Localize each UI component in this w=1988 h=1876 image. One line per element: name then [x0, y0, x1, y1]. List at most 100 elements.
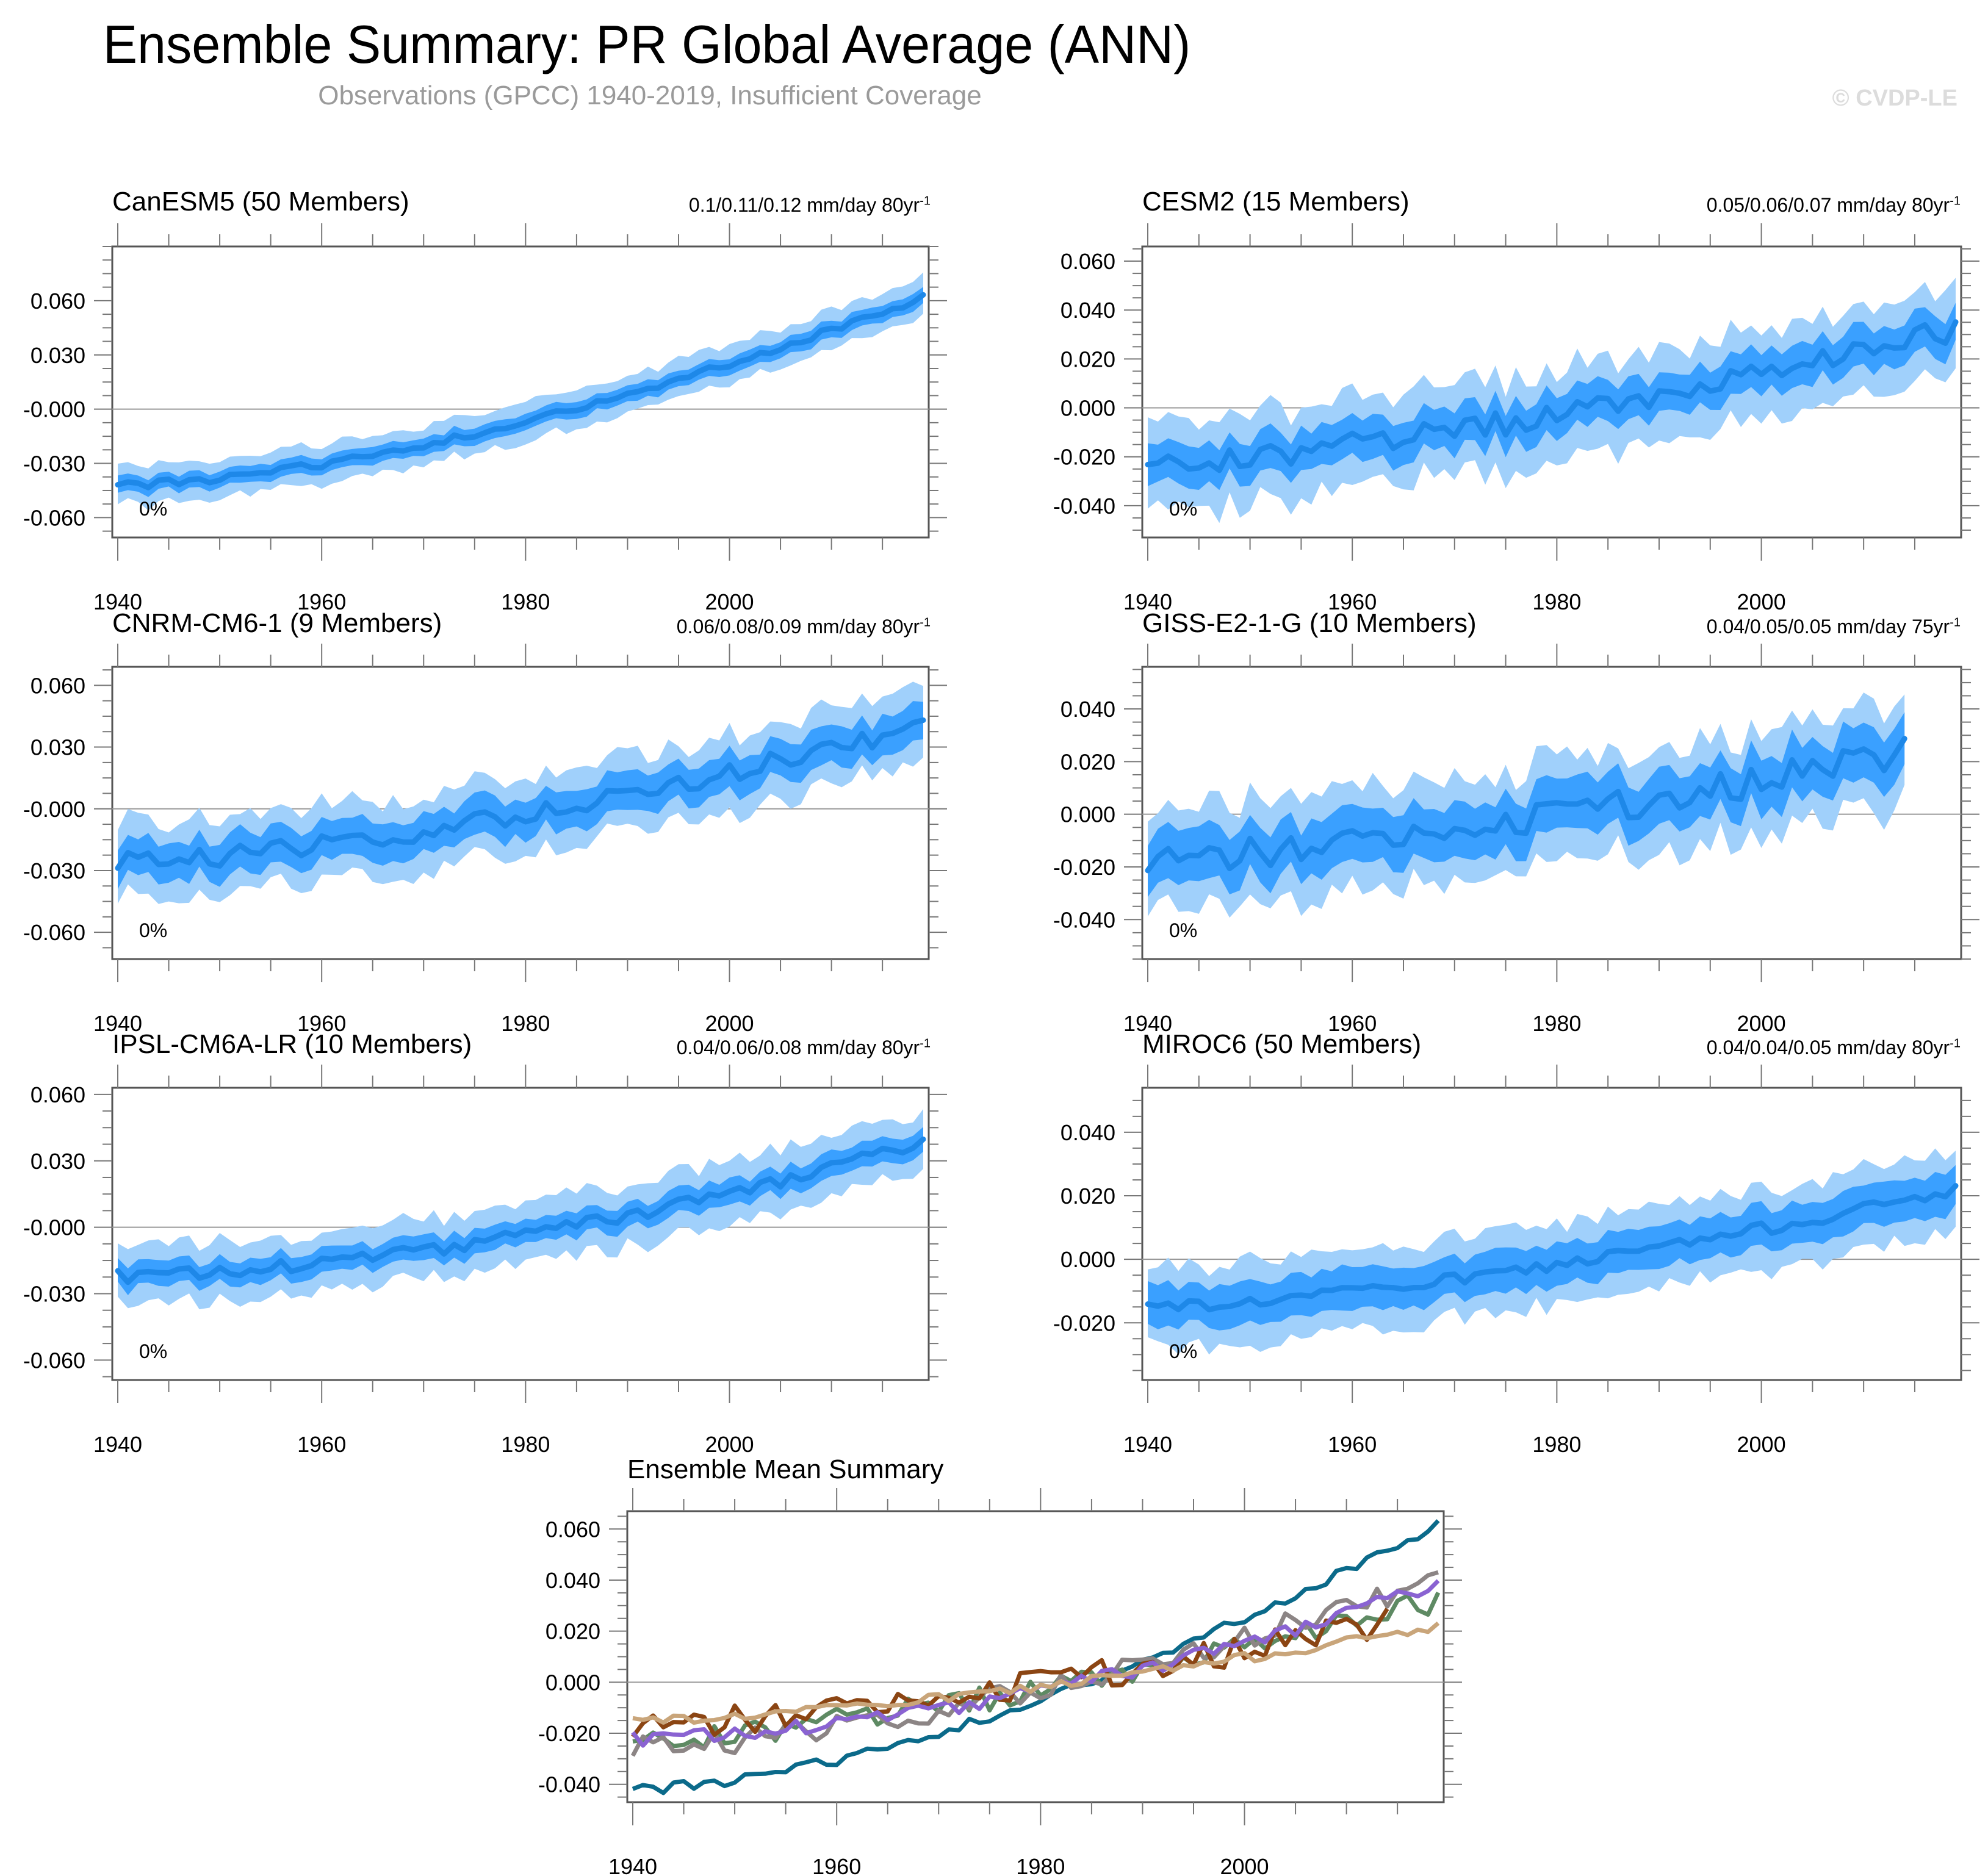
figure-subtitle: Observations (GPCC) 1940-2019, Insuffici… — [318, 81, 982, 110]
canesm5-ytick-label: -0.030 — [23, 451, 85, 476]
mean-summary-line-giss-e2-1-g — [631, 1608, 1389, 1738]
cnrm-ensemble-mean-line — [115, 717, 926, 871]
ipsl-xtick-label: 1940 — [93, 1432, 142, 1457]
mean-summary-line-miroc6 — [632, 1621, 1440, 1725]
trend-exponent: -1 — [1950, 616, 1961, 630]
panel-title-cnrm: CNRM-CM6-1 (9 Members) — [112, 608, 442, 638]
cesm2-xtick-label: 1940 — [1123, 589, 1172, 614]
trend-exponent: -1 — [1950, 194, 1961, 208]
trend-text: 0.04/0.05/0.05 mm/day 75yr — [1706, 616, 1950, 638]
mean-summary-ytick-label: 0.040 — [546, 1568, 600, 1593]
miroc6-ensemble-mean-line — [1145, 1183, 1959, 1313]
cnrm-ytick-label: 0.060 — [31, 673, 85, 698]
ipsl-inner-band — [118, 1127, 923, 1295]
ensemble-mean-title: Ensemble Mean Summary — [627, 1454, 944, 1484]
panel-trend-canesm5: 0.1/0.11/0.12 mm/day 80yr-1 — [689, 194, 931, 217]
ipsl-ytick-label: -0.060 — [23, 1348, 85, 1373]
trend-exponent: -1 — [920, 616, 931, 630]
trend-exponent: -1 — [920, 194, 931, 208]
miroc6-ytick-label: -0.020 — [1053, 1310, 1115, 1335]
mean-summary-ytick-label: 0.060 — [546, 1517, 600, 1542]
cesm2-ensemble-mean-line — [1145, 319, 1959, 473]
mean-summary-xtick-label: 1980 — [1016, 1854, 1065, 1876]
panel-title-miroc6: MIROC6 (50 Members) — [1142, 1029, 1422, 1059]
canesm5-ytick-label: 0.060 — [31, 289, 85, 314]
miroc6-xtick-label: 2000 — [1737, 1432, 1786, 1457]
cnrm-xtick-label: 1940 — [93, 1011, 142, 1036]
panel-title-canesm5: CanESM5 (50 Members) — [112, 187, 409, 217]
miroc6-xtick-label: 1940 — [1123, 1432, 1172, 1457]
panel-trend-ipsl: 0.04/0.06/0.08 mm/day 80yr-1 — [677, 1037, 931, 1059]
cnrm-ytick-label: 0.030 — [31, 735, 85, 760]
miroc6-xtick-label: 1980 — [1532, 1432, 1581, 1457]
miroc6-percent-annotation: 0% — [1169, 1340, 1197, 1362]
mean-summary-ytick-label: -0.040 — [538, 1772, 600, 1797]
panel-title-giss: GISS-E2-1-G (10 Members) — [1142, 608, 1477, 638]
giss-ytick-label: 0.020 — [1061, 749, 1115, 774]
ipsl-ytick-label: 0.060 — [31, 1082, 85, 1107]
trend-text: 0.1/0.11/0.12 mm/day 80yr — [688, 194, 920, 216]
panel-trend-cnrm: 0.06/0.08/0.09 mm/day 80yr-1 — [677, 616, 931, 638]
panel-trend-cesm2: 0.05/0.06/0.07 mm/day 80yr-1 — [1707, 194, 1961, 217]
cesm2-ytick-label: -0.040 — [1053, 494, 1115, 519]
giss-ytick-label: -0.020 — [1053, 855, 1115, 880]
cnrm-outer-band — [118, 681, 923, 904]
canesm5-inner-band — [118, 287, 923, 497]
canesm5-ytick-label: -0.060 — [23, 505, 85, 530]
canesm5-xtick-label: 1980 — [501, 589, 550, 614]
trend-exponent: -1 — [920, 1037, 931, 1051]
trend-text: 0.04/0.04/0.05 mm/day 80yr — [1706, 1037, 1950, 1058]
cnrm-xtick-label: 1980 — [501, 1011, 550, 1036]
giss-outer-band — [1148, 692, 1905, 918]
miroc6-ytick-label: 0.040 — [1061, 1120, 1115, 1145]
giss-ensemble-mean-line — [1145, 736, 1907, 874]
ipsl-plot-frame — [111, 1087, 930, 1381]
giss-ytick-label: -0.040 — [1053, 907, 1115, 932]
trend-text: 0.05/0.06/0.07 mm/day 80yr — [1706, 194, 1950, 216]
trend-exponent: -1 — [1950, 1037, 1961, 1051]
giss-xtick-label: 2000 — [1737, 1011, 1786, 1036]
miroc6-ytick-label: 0.000 — [1061, 1247, 1115, 1272]
cesm2-xtick-label: 2000 — [1737, 589, 1786, 614]
giss-percent-annotation: 0% — [1169, 919, 1197, 941]
giss-xtick-label: 1940 — [1123, 1011, 1172, 1036]
miroc6-plot-frame — [1141, 1087, 1962, 1381]
figure-title: Ensemble Summary: PR Global Average (ANN… — [103, 14, 1191, 74]
canesm5-xtick-label: 2000 — [705, 589, 754, 614]
canesm5-ytick-label: -0.000 — [23, 397, 85, 422]
mean-summary-ytick-label: 0.000 — [546, 1670, 600, 1695]
ipsl-xtick-label: 2000 — [705, 1432, 754, 1457]
cesm2-ytick-label: 0.020 — [1061, 347, 1115, 372]
cnrm-percent-annotation: 0% — [139, 919, 167, 941]
giss-xtick-label: 1980 — [1532, 1011, 1581, 1036]
giss-ytick-label: 0.000 — [1061, 802, 1115, 827]
giss-inner-band — [1148, 712, 1905, 897]
cesm2-inner-band — [1148, 303, 1956, 491]
cnrm-xtick-label: 1960 — [297, 1011, 346, 1036]
mean-summary-ytick-label: 0.020 — [546, 1619, 600, 1644]
mean-summary-ytick-label: -0.020 — [538, 1721, 600, 1746]
ipsl-ytick-label: 0.030 — [31, 1149, 85, 1174]
ipsl-ytick-label: -0.000 — [23, 1215, 85, 1240]
miroc6-xtick-label: 1960 — [1328, 1432, 1377, 1457]
canesm5-xtick-label: 1940 — [93, 589, 142, 614]
ipsl-ensemble-mean-line — [115, 1136, 926, 1285]
canesm5-plot-frame — [111, 245, 930, 539]
trend-text: 0.06/0.08/0.09 mm/day 80yr — [676, 616, 920, 638]
mean-summary-xtick-label: 1960 — [812, 1854, 861, 1876]
giss-ytick-label: 0.040 — [1061, 697, 1115, 722]
cesm2-ytick-label: 0.000 — [1061, 396, 1115, 421]
ipsl-xtick-label: 1980 — [501, 1432, 550, 1457]
cesm2-ytick-label: 0.060 — [1061, 249, 1115, 274]
cnrm-plot-frame — [111, 666, 930, 960]
miroc6-ytick-label: 0.020 — [1061, 1184, 1115, 1209]
canesm5-outer-band — [118, 272, 923, 511]
cnrm-ytick-label: -0.030 — [23, 858, 85, 883]
panel-title-cesm2: CESM2 (15 Members) — [1142, 187, 1410, 217]
cesm2-ytick-label: -0.020 — [1053, 445, 1115, 470]
cnrm-xtick-label: 2000 — [705, 1011, 754, 1036]
cnrm-ytick-label: -0.060 — [23, 920, 85, 945]
mean-summary-xtick-label: 2000 — [1220, 1854, 1269, 1876]
cesm2-xtick-label: 1960 — [1328, 589, 1377, 614]
